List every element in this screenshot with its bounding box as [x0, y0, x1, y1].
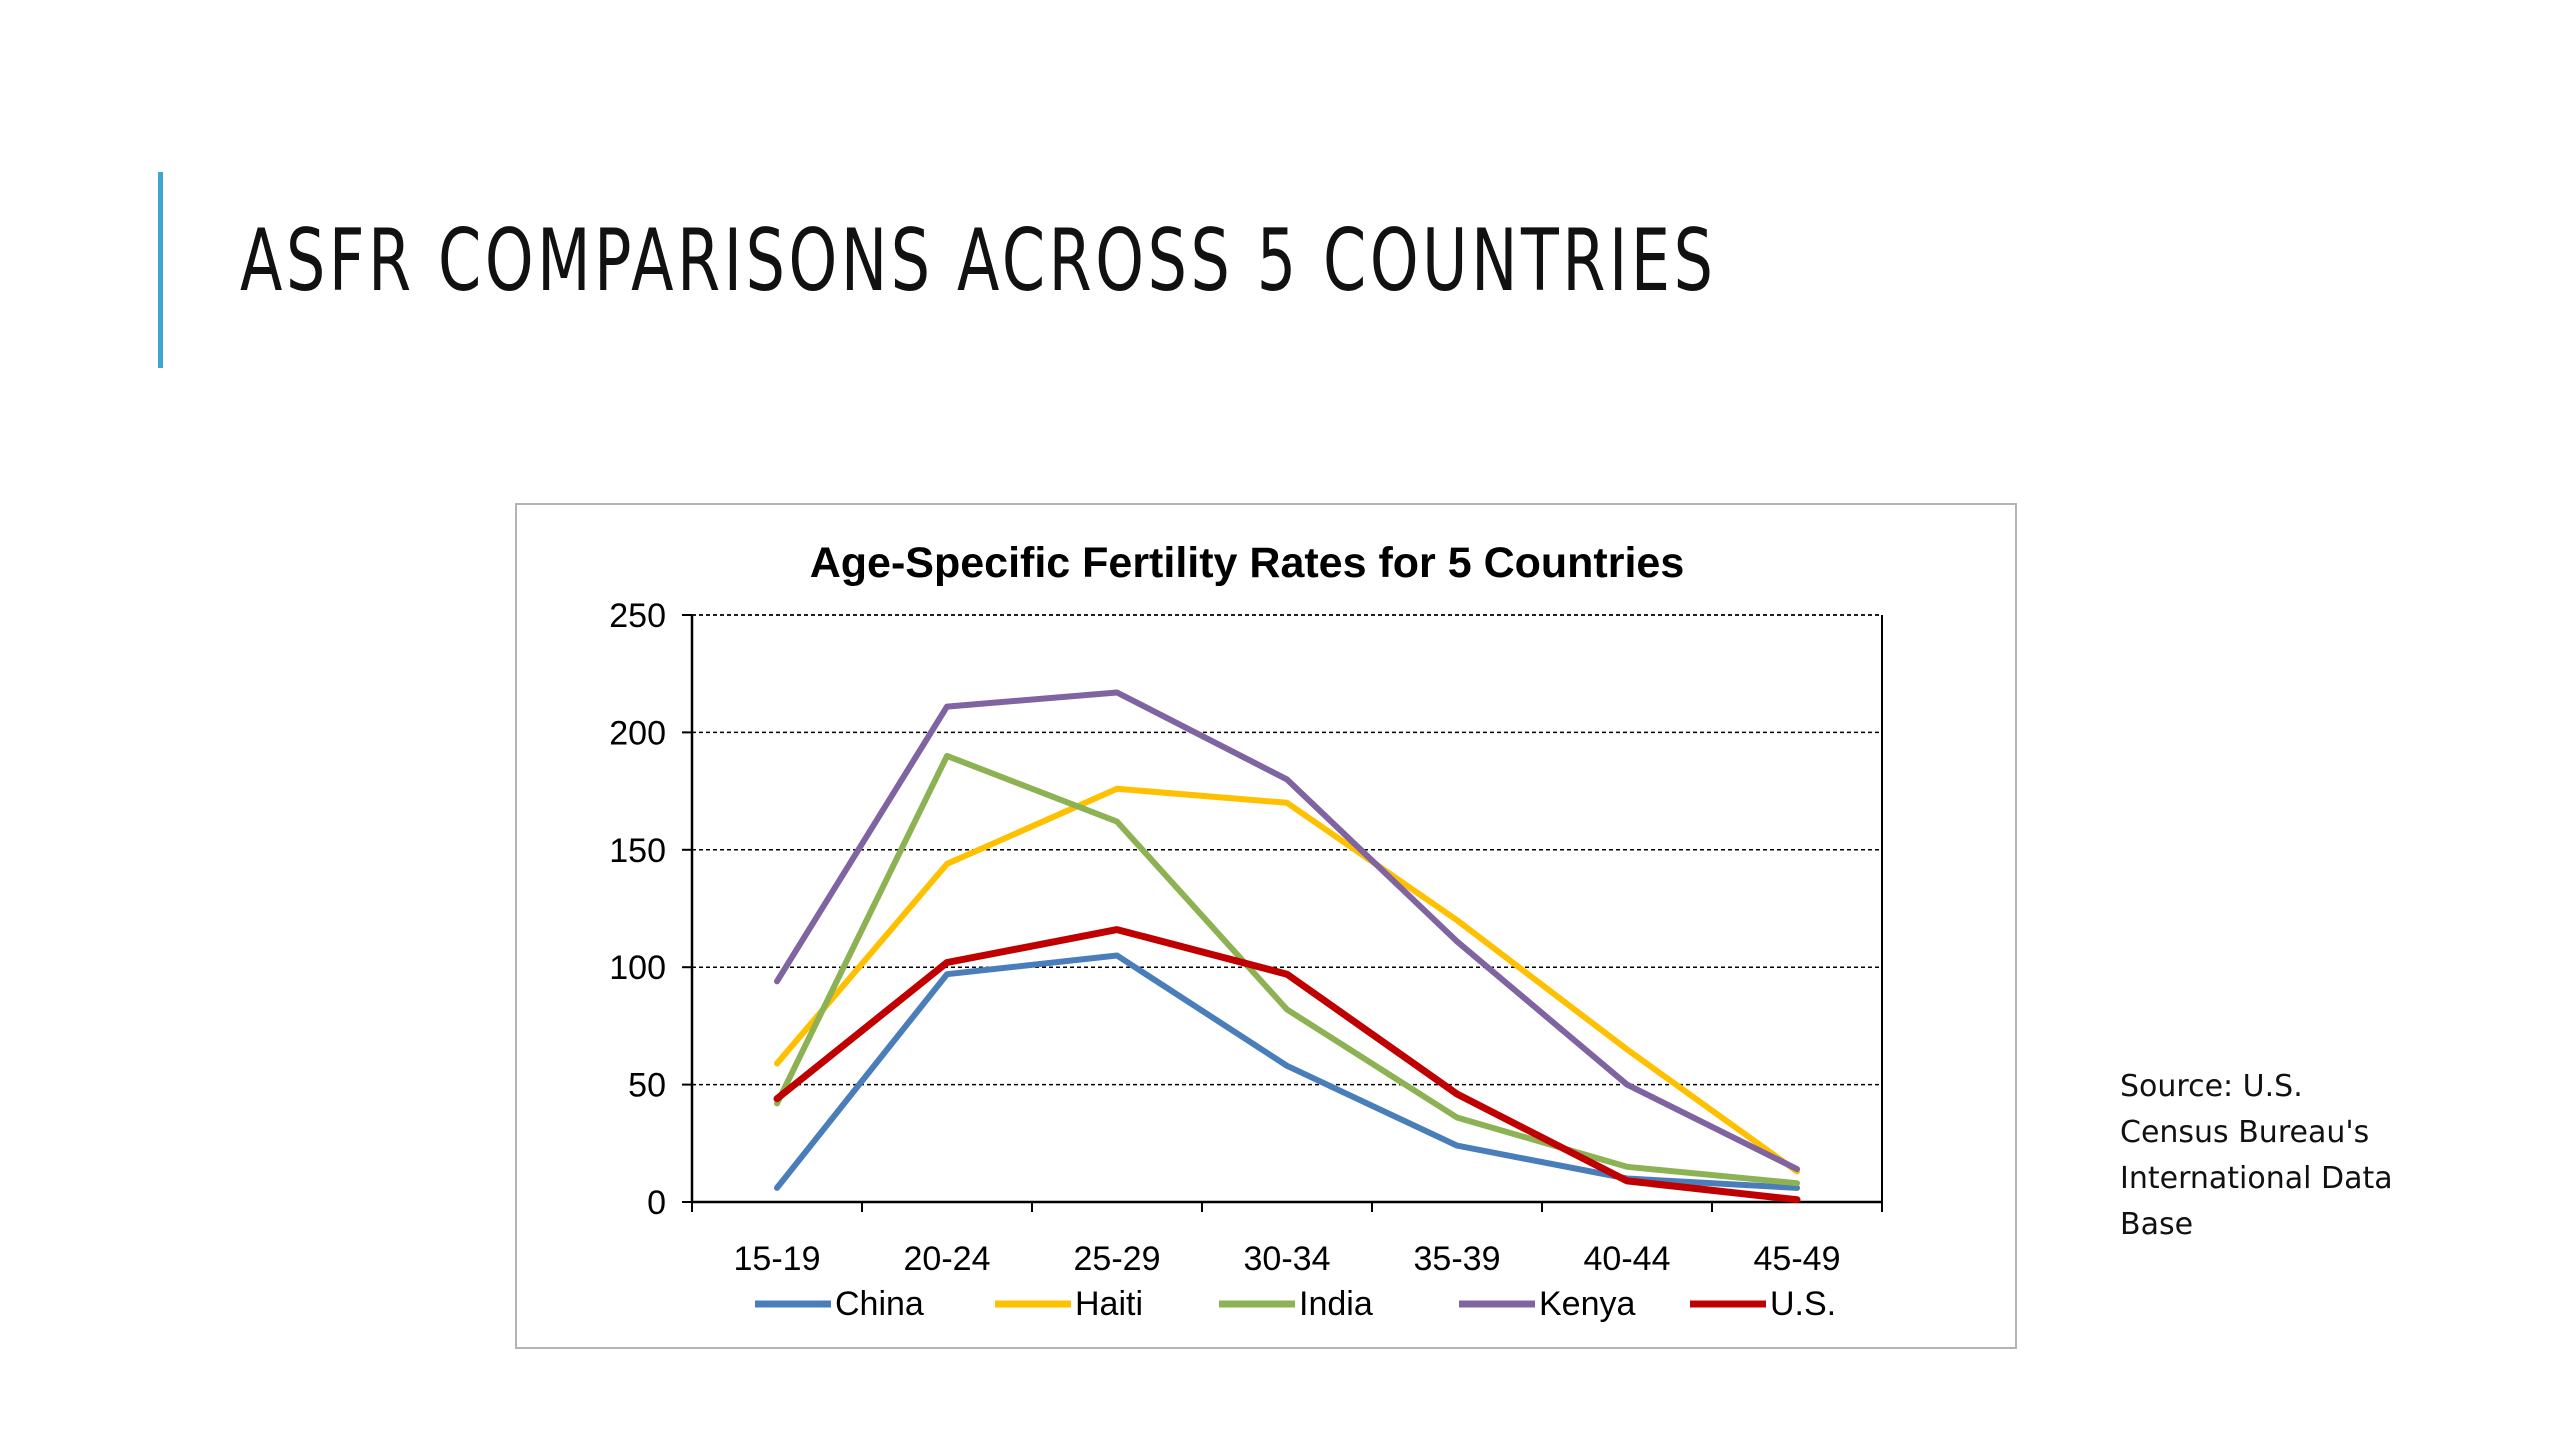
y-tick-label: 200 — [609, 714, 666, 752]
x-tick-label: 45-49 — [1754, 1240, 1841, 1278]
gridlines — [692, 614, 1882, 1086]
y-tick-label: 150 — [609, 832, 666, 870]
legend-label: U.S. — [1770, 1285, 1836, 1323]
y-tick-label: 100 — [609, 949, 666, 987]
legend-label: China — [835, 1285, 924, 1323]
series-line-us — [773, 926, 1801, 1204]
slide-title: ASFR COMPARISONS ACROSS 5 COUNTRIES — [240, 211, 1717, 311]
x-tick-label: 20-24 — [904, 1240, 991, 1278]
legend: China Haiti India Kenya U.S. — [755, 1285, 1836, 1323]
legend-label: Haiti — [1075, 1285, 1143, 1323]
x-tick-label: 40-44 — [1584, 1240, 1671, 1278]
line-chart: Age-Specific Fertility Rates for 5 Count… — [609, 539, 1883, 1323]
series-line-kenya — [774, 689, 1800, 1173]
x-tick-label: 25-29 — [1074, 1240, 1161, 1278]
y-tick-label: 0 — [647, 1184, 666, 1222]
source-note: Source: U.S. Census Bureau's Internation… — [2120, 1069, 2393, 1242]
chart-title: Age-Specific Fertility Rates for 5 Count… — [810, 539, 1685, 587]
title-accent-bar — [158, 172, 163, 368]
chart-frame: Age-Specific Fertility Rates for 5 Count… — [515, 503, 2017, 1349]
x-tick-label: 15-19 — [734, 1240, 821, 1278]
legend-label: India — [1299, 1285, 1373, 1323]
series-line-india — [774, 752, 1800, 1187]
series-line-haiti — [774, 785, 1800, 1175]
y-tick-label: 50 — [628, 1067, 666, 1105]
series-line-china — [774, 952, 1800, 1191]
x-tick-label: 30-34 — [1244, 1240, 1331, 1278]
x-tick-label: 35-39 — [1414, 1240, 1501, 1278]
axes: 0 50 100 150 200 250 15-19 20-24 25-29 30-34 35-39… — [609, 597, 1883, 1278]
series-lines — [773, 689, 1801, 1204]
legend-label: Kenya — [1539, 1285, 1635, 1323]
y-tick-label: 250 — [609, 597, 666, 635]
